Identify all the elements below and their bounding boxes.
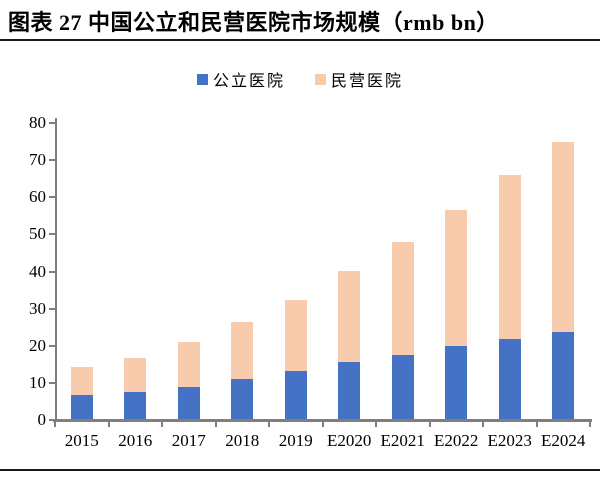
- x-tick-label: 2018: [225, 431, 260, 450]
- y-tick-label: 70: [29, 150, 46, 170]
- x-tick-label: E2024: [541, 431, 586, 450]
- chart-legend: 公立医院 民营医院: [0, 67, 600, 91]
- y-axis-tick: [49, 122, 55, 124]
- y-tick-label: 80: [29, 113, 46, 132]
- bar-segment-private: [445, 209, 468, 347]
- chart-title: 图表 27 中国公立和民营医院市场规模（rmb bn）: [8, 10, 499, 35]
- bar-segment-public: [338, 362, 361, 419]
- y-tick-label: 60: [29, 187, 46, 207]
- x-axis-tick: [482, 422, 484, 427]
- y-axis-tick: [49, 270, 55, 273]
- bar-segment-public: [284, 370, 307, 419]
- bar-segment-public: [498, 339, 521, 419]
- x-tick-label: E2022: [434, 431, 479, 450]
- bar-segment-private: [231, 321, 254, 380]
- legend-swatch-private: [315, 73, 326, 85]
- x-tick-label: 2016: [118, 431, 153, 450]
- bar-segment-public: [231, 379, 254, 419]
- x-tick-label: 2017: [171, 431, 206, 450]
- x-axis-tick: [161, 422, 163, 427]
- x-axis-tick: [54, 422, 56, 427]
- x-axis-tick: [107, 422, 110, 427]
- y-tick-label: 0: [37, 410, 47, 429]
- x-axis-tick: [321, 422, 324, 427]
- bar-segment-private: [70, 367, 93, 396]
- bar-segment-private: [391, 241, 414, 355]
- y-axis-tick: [49, 159, 55, 162]
- y-axis-tick: [49, 196, 55, 199]
- legend-label-public: 公立医院: [212, 73, 285, 90]
- y-tick-label: 40: [29, 261, 46, 281]
- y-axis-tick: [49, 307, 55, 310]
- x-tick-label: E2020: [327, 431, 372, 450]
- y-tick-label: 30: [29, 298, 46, 318]
- y-axis-line: [55, 118, 57, 422]
- legend-label-private: 民营医院: [331, 73, 404, 90]
- y-axis-tick: [49, 233, 55, 236]
- legend-item-private: 民营医院: [315, 67, 403, 91]
- x-axis-tick: [214, 422, 217, 427]
- bar-segment-private: [552, 141, 575, 332]
- x-axis-tick: [535, 422, 538, 427]
- x-tick-label: E2021: [380, 431, 425, 450]
- bar-segment-private: [338, 271, 361, 363]
- x-tick-label: 2015: [64, 431, 99, 450]
- x-axis-tick: [428, 422, 431, 427]
- bar-segment-private: [124, 357, 147, 393]
- title-underline: [0, 39, 600, 41]
- y-axis-tick: [49, 344, 55, 347]
- legend-swatch-public: [196, 73, 208, 85]
- x-axis-tick: [375, 422, 377, 427]
- bar-segment-public: [552, 332, 575, 419]
- bar-segment-private: [177, 341, 200, 388]
- x-axis-line: [53, 419, 592, 422]
- x-axis-tick: [589, 422, 591, 427]
- legend-item-public: 公立医院: [196, 67, 285, 91]
- y-axis-tick: [49, 381, 55, 384]
- bar-segment-public: [70, 395, 93, 419]
- x-tick-label: 2019: [278, 431, 313, 450]
- y-tick-label: 50: [29, 224, 46, 244]
- bar-segment-private: [284, 299, 307, 371]
- bar-segment-public: [445, 346, 468, 419]
- bar-segment-public: [391, 354, 414, 419]
- bar-segment-public: [177, 387, 200, 419]
- y-tick-label: 20: [29, 335, 46, 355]
- bar-segment-private: [498, 175, 521, 340]
- y-axis-tick: [49, 419, 55, 421]
- x-tick-label: E2023: [487, 431, 532, 450]
- y-tick-label: 10: [29, 372, 46, 392]
- bar-segment-public: [124, 392, 147, 419]
- x-axis-tick: [268, 422, 270, 427]
- figure-bottom-rule: [0, 469, 600, 471]
